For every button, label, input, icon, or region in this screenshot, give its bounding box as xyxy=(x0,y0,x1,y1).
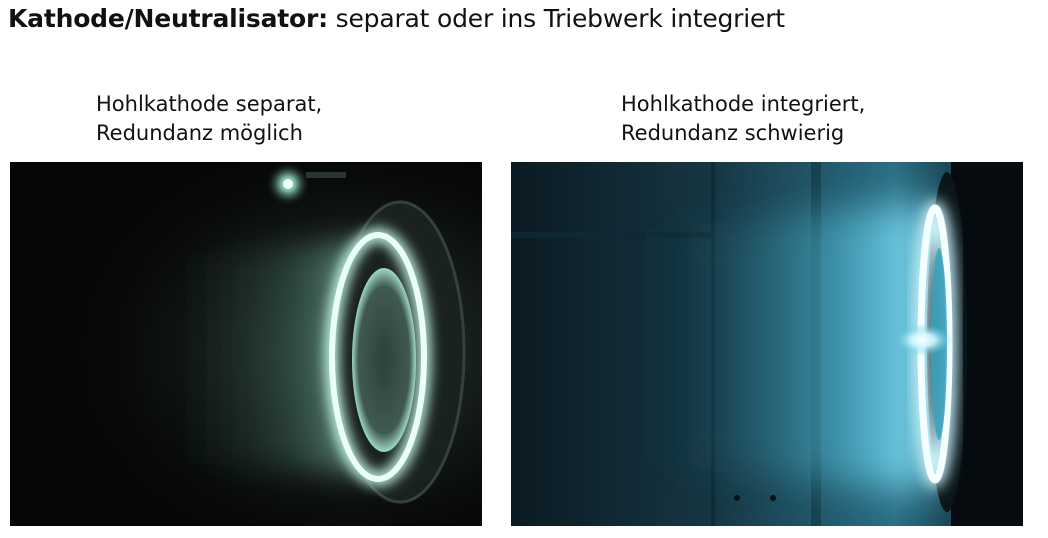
caption-line: Hohlkathode integriert, xyxy=(621,92,866,116)
slide-title-rest: separat oder ins Triebwerk integriert xyxy=(327,4,785,33)
thruster-plume-image xyxy=(511,162,1023,526)
photo-thruster-integrated-cathode xyxy=(511,162,1023,526)
caption-integrated-cathode: Hohlkathode integriert, Redundanz schwie… xyxy=(621,90,865,148)
caption-separate-cathode: Hohlkathode separat, Redundanz möglich xyxy=(96,90,322,148)
slide-title: Kathode/Neutralisator: separat oder ins … xyxy=(8,2,785,36)
caption-line: Hohlkathode separat, xyxy=(96,92,323,116)
caption-line: Redundanz schwierig xyxy=(621,121,845,145)
thruster-plume-image xyxy=(10,162,482,526)
caption-line: Redundanz möglich xyxy=(96,121,303,145)
slide-title-bold: Kathode/Neutralisator: xyxy=(8,4,328,33)
photo-thruster-separate-cathode xyxy=(10,162,482,526)
